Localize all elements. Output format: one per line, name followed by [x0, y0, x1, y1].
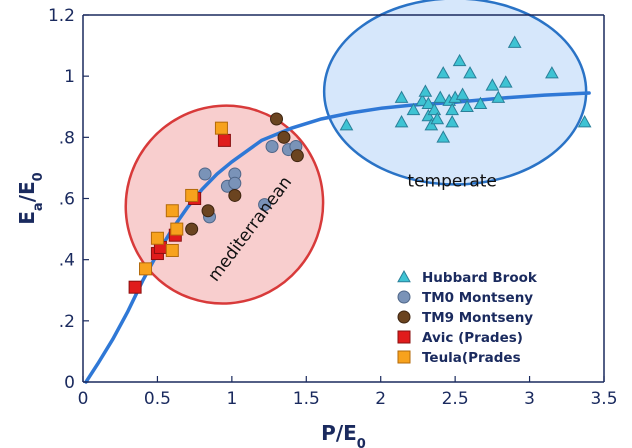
- data-point: [455, 87, 470, 100]
- data-point: [228, 188, 242, 202]
- data-point: [394, 115, 409, 128]
- data-points-layer: [128, 35, 592, 294]
- y-tick-label: .2: [59, 312, 75, 332]
- data-point: [436, 66, 451, 79]
- x-tick-label: 3: [524, 389, 535, 409]
- data-point: [406, 102, 421, 116]
- data-point: [445, 115, 460, 128]
- data-point: [265, 140, 279, 154]
- legend-marker: [397, 269, 411, 283]
- y-axis-title: Ea/E0: [15, 172, 46, 224]
- x-tick-label: 3.5: [590, 389, 617, 409]
- data-point: [491, 90, 506, 103]
- data-point: [394, 90, 409, 103]
- data-point: [201, 204, 215, 218]
- legend-label: Teula(Prades: [422, 350, 521, 366]
- series-0: [339, 35, 592, 143]
- legend-marker: [397, 330, 411, 344]
- series-4: [139, 121, 228, 276]
- data-point: [430, 111, 445, 125]
- data-point: [427, 102, 442, 116]
- data-point: [421, 108, 436, 122]
- data-point: [460, 99, 474, 113]
- data-point: [170, 222, 184, 236]
- data-point: [290, 149, 304, 163]
- data-point: [185, 222, 199, 236]
- x-tick-label: 2.5: [442, 389, 469, 409]
- region-mediterranean: [124, 104, 325, 305]
- data-point: [165, 243, 179, 257]
- legend-marker: [397, 350, 411, 364]
- data-point: [198, 167, 212, 181]
- data-point: [498, 75, 513, 88]
- axes-layer: 0 0.5 1 1.5 2 2.5 3 3.5 0 .2 .4 .6 .8 1 1.2: [48, 6, 618, 409]
- legend: Hubbard Brook TM0 Montseny TM9 Montseny Avi…: [397, 269, 538, 366]
- data-point: [485, 78, 500, 91]
- fit-curve: [84, 91, 591, 384]
- data-point: [165, 204, 179, 218]
- data-point: [150, 231, 164, 245]
- data-point: [436, 130, 451, 143]
- y-tick-label: 1: [64, 67, 75, 87]
- data-point: [463, 66, 477, 79]
- series-2: [185, 112, 304, 236]
- data-point: [339, 118, 354, 131]
- data-point: [507, 35, 522, 48]
- region-label: temperate: [407, 171, 496, 191]
- data-point: [214, 121, 228, 135]
- legend-marker: [397, 290, 411, 304]
- x-tick-label: 0.5: [144, 389, 171, 409]
- y-tick-label: .4: [59, 251, 75, 271]
- fit-curve-layer: [84, 91, 591, 384]
- x-tick-label: 2: [375, 389, 386, 409]
- data-point: [445, 102, 460, 116]
- data-point: [185, 188, 199, 202]
- data-point: [128, 280, 142, 294]
- data-point: [258, 198, 272, 212]
- data-point: [421, 96, 436, 109]
- y-tick-label: .6: [59, 190, 75, 210]
- data-point: [545, 66, 559, 79]
- legend-label: TM0 Montseny: [422, 290, 533, 306]
- data-point: [433, 90, 448, 103]
- legend-marker: [397, 310, 411, 324]
- data-point: [473, 96, 488, 109]
- data-point: [270, 112, 284, 126]
- data-point: [277, 130, 291, 144]
- legend-label: TM9 Montseny: [422, 310, 533, 326]
- x-tick-label: 0: [78, 389, 89, 409]
- legend-label: Avic (Prades): [422, 330, 523, 346]
- data-point: [217, 133, 231, 147]
- y-tick-label: 0: [64, 373, 75, 393]
- data-point: [452, 53, 467, 67]
- data-point: [228, 176, 242, 190]
- data-point: [139, 262, 153, 276]
- data-point: [424, 118, 439, 131]
- y-tick-label: .8: [59, 128, 75, 148]
- x-axis-title: P/E0: [321, 421, 366, 448]
- data-point: [577, 115, 592, 128]
- legend-label: Hubbard Brook: [422, 270, 538, 286]
- y-tick-label: 1.2: [48, 6, 75, 26]
- x-tick-label: 1: [226, 389, 237, 409]
- data-point: [418, 84, 433, 97]
- x-tick-label: 1.5: [293, 389, 320, 409]
